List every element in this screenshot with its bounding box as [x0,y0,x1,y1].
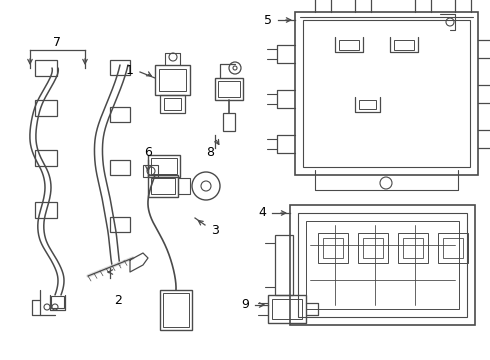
Bar [151,158,177,174]
Bar [272,299,302,319]
Bar [110,160,130,175]
Bar [290,205,475,325]
Bar [306,221,459,309]
Bar [358,233,388,263]
Bar [359,100,376,109]
Bar [394,40,414,50]
Bar [403,238,423,258]
Text: 5: 5 [264,13,272,27]
Bar [159,69,186,91]
Bar [160,95,185,113]
Bar [178,178,190,194]
Bar [110,60,130,75]
Text: 8: 8 [206,145,214,158]
Bar [443,238,463,258]
Bar [298,213,467,317]
Bar [151,178,175,194]
Bar [35,202,57,218]
Bar [164,98,181,110]
Bar [143,165,158,177]
Bar [35,60,57,76]
Bar [398,233,428,263]
Bar [155,65,190,95]
Bar [35,150,57,166]
Bar [163,293,189,327]
Bar [51,296,64,308]
Bar [363,238,383,258]
Bar [295,12,478,175]
Bar [323,238,343,258]
Bar [223,113,235,131]
Text: 4: 4 [258,207,266,220]
Bar [318,233,348,263]
Bar [339,40,359,50]
Bar [303,20,470,167]
Bar [148,175,178,197]
Text: 3: 3 [211,224,219,237]
Bar [110,217,130,232]
Bar [35,100,57,116]
Bar [275,235,293,295]
Bar [268,295,306,323]
Text: 6: 6 [144,147,152,159]
Text: 9: 9 [241,298,249,311]
Bar [218,81,240,97]
Bar [148,155,180,177]
Bar [110,107,130,122]
Bar [160,290,192,330]
Bar [438,233,468,263]
Text: 2: 2 [114,293,122,306]
Text: 1: 1 [126,63,134,77]
Bar [215,78,243,100]
Text: 7: 7 [53,36,61,49]
